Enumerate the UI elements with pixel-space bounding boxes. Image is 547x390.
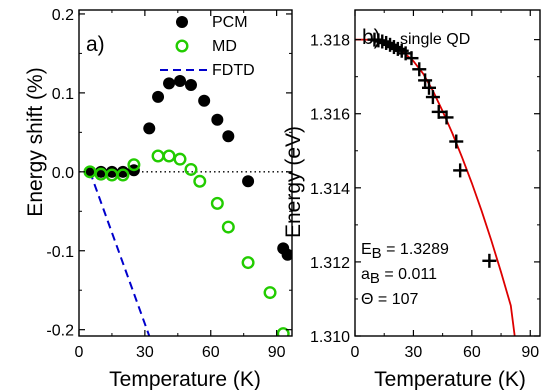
data-point (482, 253, 497, 268)
pb-y-tick-label: 1.312 (310, 255, 350, 272)
pcm-point (105, 165, 118, 178)
pa-frame (78, 9, 293, 337)
pa-y-tick-label: -0.2 (46, 323, 74, 340)
legend-pcm-marker (176, 16, 188, 28)
legend-fdtd-label: FDTD (212, 62, 255, 79)
md-point (263, 286, 277, 300)
pa-x-tick-label: 30 (136, 344, 154, 361)
md-point (116, 168, 130, 182)
pa-y-tick-label: 0.2 (52, 7, 74, 24)
param-ab: aB = 0.011 (361, 266, 437, 287)
pb-y-tick-label: 1.316 (310, 107, 350, 124)
pa-x-tick-label: 0 (75, 344, 84, 361)
legend-md-label: MD (212, 38, 237, 55)
data-point (431, 104, 446, 119)
panel-b-title: single QD (400, 31, 470, 48)
data-point (422, 80, 436, 95)
data-point (425, 90, 440, 105)
fdtd-line (89, 171, 151, 336)
data-point (449, 134, 464, 149)
md-point (151, 149, 165, 163)
data-point (453, 163, 468, 178)
panel-a-y-axis-label: Energy shift (%) (24, 67, 47, 216)
panel-b-label: b) (362, 26, 381, 49)
pcm-point (152, 90, 165, 103)
panel-a-x-axis-label: Temperature (K) (109, 368, 261, 390)
pcm-point (83, 165, 96, 178)
pcm-point (116, 165, 129, 178)
legend-pcm-label: PCM (212, 14, 248, 31)
pcm-point (281, 248, 292, 261)
pb-x-tick-label: 0 (351, 344, 360, 361)
pcm-point (163, 77, 176, 90)
pcm-point (211, 113, 224, 126)
pb-x-tick-label: 60 (463, 344, 481, 361)
pcm-point (174, 75, 187, 88)
panel-b-ticks: 0 30 60 90 1.318 1.316 1.314 1.312 1.310 (310, 9, 541, 361)
param-theta: Θ = 107 (361, 291, 418, 308)
md-point (210, 196, 224, 210)
pb-y-tick-label: 1.310 (310, 329, 350, 346)
panel-b-fit-parameters: EB = 1.3289 aB = 0.011 Θ = 107 (361, 241, 449, 308)
pcm-point (184, 78, 197, 91)
data-point (418, 73, 433, 88)
legend-md-marker (175, 39, 189, 53)
pb-x-tick-label: 90 (521, 344, 539, 361)
data-point (412, 62, 427, 77)
pa-y-tick-label: -0.1 (46, 244, 74, 261)
md-point (221, 220, 235, 234)
panel-a-ticks: 0 30 60 90 0.2 0.1 0.0 -0.1 -0.2 (46, 7, 293, 361)
md-point (276, 327, 290, 336)
md-point (184, 162, 198, 176)
panel-a-legend: PCM MD FDTD (160, 14, 255, 79)
md-point (241, 256, 255, 270)
md-point (193, 174, 207, 188)
pb-y-tick-label: 1.314 (310, 181, 350, 198)
data-point (404, 51, 419, 66)
pb-y-tick-label: 1.318 (310, 33, 350, 50)
panel-b-marks (355, 32, 516, 336)
panel-a-marks (79, 75, 292, 336)
pa-y-tick-label: 0.0 (52, 165, 74, 182)
pcm-point (143, 122, 156, 135)
param-eb: EB = 1.3289 (361, 241, 449, 262)
md-point (127, 158, 141, 172)
pb-frame (354, 9, 541, 337)
md-point (162, 149, 176, 163)
pcm-point (242, 175, 255, 188)
md-point (173, 152, 187, 166)
panel-b-y-axis-label: Energy (eV) (282, 126, 305, 238)
pa-y-tick-label: 0.1 (52, 86, 74, 103)
pa-x-tick-label: 90 (268, 344, 286, 361)
panel-a: 0 30 60 90 0.2 0.1 0.0 -0.1 -0.2 a) Temperature … (24, 7, 293, 390)
panel-b: 0 30 60 90 1.318 1.316 1.314 1.312 1.310 b) sing… (282, 9, 541, 390)
panel-a-label: a) (86, 33, 105, 56)
data-point (439, 110, 454, 125)
pa-x-tick-label: 60 (202, 344, 220, 361)
pb-x-tick-label: 30 (405, 344, 423, 361)
pcm-point (198, 94, 211, 107)
panel-b-x-axis-label: Temperature (K) (374, 368, 526, 390)
pcm-point (222, 130, 235, 143)
